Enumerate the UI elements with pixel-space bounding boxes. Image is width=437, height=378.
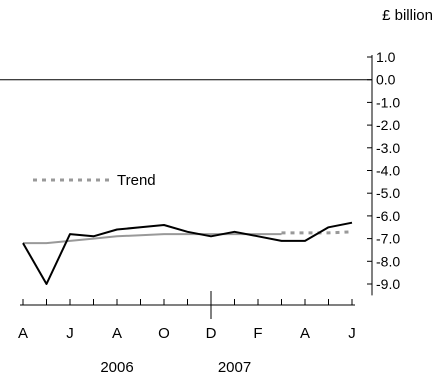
year-label: 2006: [100, 359, 133, 376]
y-tick-label: -8.0: [376, 253, 400, 269]
plot-area: 1.0 0.0 -1.0 -2.0 -3.0 -4.0 -5.0 -6.0 -7.0 -8.0 -9…: [0, 49, 400, 376]
y-tick-label: 0.0: [376, 72, 396, 88]
y-tick-label: -3.0: [376, 140, 400, 156]
y-tick-label: -5.0: [376, 185, 400, 201]
y-tick-label: -6.0: [376, 208, 400, 224]
legend-label-trend: Trend: [117, 172, 156, 189]
y-tick-label: -2.0: [376, 117, 400, 133]
legend: Trend: [33, 172, 156, 189]
y-tick-label: 1.0: [376, 49, 396, 65]
series-line-actual: [22, 221, 353, 285]
x-tick-label: A: [112, 325, 122, 342]
series-line-trend: [23, 233, 282, 245]
y-tick-label: -7.0: [376, 231, 400, 247]
x-tick-label: O: [158, 325, 170, 342]
x-tick-label: A: [18, 325, 28, 342]
y-tick-label: -4.0: [376, 163, 400, 179]
x-tick-label: D: [206, 325, 217, 342]
x-tick-label: J: [348, 325, 356, 342]
year-label: 2007: [218, 359, 251, 376]
series-line-trend-projection: [281, 230, 353, 235]
y-tick-label: -1.0: [376, 94, 400, 110]
x-tick-label: F: [253, 325, 262, 342]
unit-label: £ billion: [382, 7, 433, 24]
y-tick-label: -9.0: [376, 276, 400, 292]
y-axis-ticks: 1.0 0.0 -1.0 -2.0 -3.0 -4.0 -5.0 -6.0 -7.0 -8.0 -9…: [367, 49, 400, 292]
x-axis-ticks: A J A O D F A J 2006 2007: [18, 291, 356, 376]
series-layer: [22, 221, 353, 285]
x-tick-label: A: [300, 325, 310, 342]
x-tick-label: J: [66, 325, 74, 342]
